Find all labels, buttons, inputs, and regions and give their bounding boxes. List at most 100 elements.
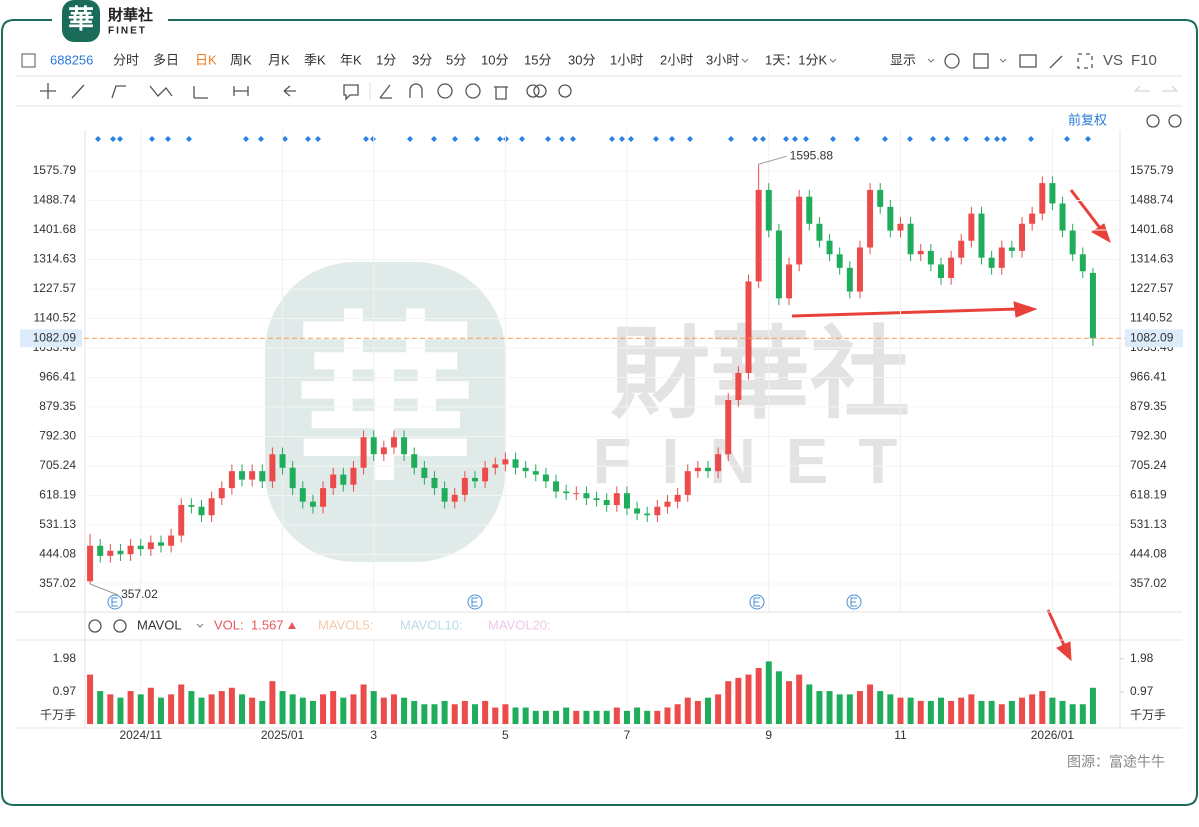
move-icon[interactable] xyxy=(40,83,56,99)
legend-close[interactable] xyxy=(113,619,127,633)
y-tick-label-right: 705.24 xyxy=(1130,458,1167,472)
candle-body xyxy=(937,264,944,279)
period-tab[interactable]: 30分 xyxy=(568,52,595,67)
candle-body xyxy=(97,545,104,556)
candle-body xyxy=(269,454,276,482)
watermark-sub: FINET xyxy=(593,425,928,497)
compare-icon[interactable] xyxy=(526,84,540,98)
volume-bar xyxy=(786,681,793,724)
y-tick-label: 1575.79 xyxy=(33,163,77,177)
candle-body xyxy=(755,189,762,282)
arrow xyxy=(791,307,1019,318)
volume-bar xyxy=(856,691,863,724)
period-tab[interactable]: 2小时 xyxy=(660,52,693,67)
channel-tool[interactable] xyxy=(111,85,126,99)
fullscreen-icon[interactable] xyxy=(1077,53,1093,69)
period-tab[interactable]: 周K xyxy=(230,52,252,67)
event-marker xyxy=(669,136,675,142)
volume-bar xyxy=(360,684,367,724)
camera-icon[interactable] xyxy=(1019,54,1037,68)
event-marker xyxy=(728,136,734,142)
volume-bar xyxy=(1079,704,1086,724)
y-tick-label-right: 1401.68 xyxy=(1130,222,1174,236)
redo[interactable] xyxy=(1162,85,1178,92)
candle-body xyxy=(279,454,286,468)
source: 图源：富途牛牛 xyxy=(1067,754,1165,770)
volume-bar xyxy=(715,694,722,724)
candle-body xyxy=(431,477,438,489)
event-marker xyxy=(830,136,836,142)
display[interactable]: 显示 xyxy=(890,52,916,67)
period-tab[interactable]: 5分 xyxy=(446,52,466,67)
settings-icon[interactable] xyxy=(944,53,960,69)
pen-icon[interactable] xyxy=(1049,55,1063,69)
volume-bar xyxy=(704,697,711,724)
adjust[interactable]: 前复权 xyxy=(1068,112,1107,127)
period-tab[interactable]: 日K xyxy=(195,52,217,67)
period-tab[interactable]: 3小时 xyxy=(706,52,739,67)
event-marker xyxy=(407,136,413,142)
period-tab[interactable]: 1分 xyxy=(376,52,396,67)
candle-body xyxy=(1008,247,1015,251)
indicator-name[interactable]: MAVOL xyxy=(137,617,182,632)
volume-bar xyxy=(512,707,519,724)
magnet-tool[interactable] xyxy=(409,83,423,98)
chevron xyxy=(927,58,935,63)
event-marker xyxy=(243,136,249,142)
volume-bar xyxy=(563,707,570,724)
line-tool[interactable] xyxy=(71,84,85,99)
measure-tool[interactable] xyxy=(233,86,249,96)
volume-bar xyxy=(431,704,438,724)
event-marker xyxy=(503,136,509,142)
note-tool[interactable] xyxy=(343,84,359,101)
volume-bar xyxy=(593,710,600,724)
angle-tool[interactable] xyxy=(379,84,392,99)
tool-settings[interactable] xyxy=(558,84,572,98)
vs[interactable]: VS xyxy=(1103,52,1123,69)
undo[interactable] xyxy=(1134,85,1150,92)
volume-bar xyxy=(390,694,397,724)
event-marker xyxy=(570,136,576,142)
period-tab[interactable]: 年K xyxy=(340,52,362,67)
event-marker xyxy=(854,136,860,142)
candle-body xyxy=(796,196,803,265)
f10[interactable]: F10 xyxy=(1131,52,1157,69)
period-tab[interactable]: 1小时 xyxy=(610,52,643,67)
interval[interactable]: 1天：1分K xyxy=(765,52,827,67)
color-icon[interactable] xyxy=(973,53,989,69)
lock-tool[interactable] xyxy=(437,83,453,99)
period-tab[interactable]: 15分 xyxy=(524,52,551,67)
period-tab[interactable]: 3分 xyxy=(412,52,432,67)
period-tab[interactable]: 月K xyxy=(268,52,290,67)
y-tick-label: 531.13 xyxy=(39,517,76,531)
last-price-label-right: 1082.09 xyxy=(1130,330,1174,344)
candle-body xyxy=(927,250,934,265)
delete-tool[interactable] xyxy=(494,86,508,100)
candle-body xyxy=(613,493,620,506)
period-tab[interactable]: 10分 xyxy=(481,52,508,67)
volume-bar xyxy=(755,668,762,724)
volume-bar xyxy=(218,691,225,724)
period-tab[interactable]: 多日 xyxy=(153,52,179,67)
candle-body xyxy=(553,481,560,492)
period-tab[interactable]: 分时 xyxy=(113,52,139,67)
candle-body xyxy=(390,437,397,448)
period-tab[interactable]: 季K xyxy=(304,52,326,67)
legend-settings[interactable] xyxy=(88,619,102,633)
zoom-out[interactable] xyxy=(1146,114,1160,128)
compare-icon[interactable] xyxy=(533,84,547,98)
candle-body xyxy=(472,477,479,482)
candle-body xyxy=(765,189,772,231)
wave-tool[interactable] xyxy=(149,85,173,97)
fib-tool[interactable] xyxy=(193,86,208,99)
arrow-tool[interactable] xyxy=(283,85,296,97)
volume-bar xyxy=(492,707,499,724)
event-marker xyxy=(559,136,565,142)
zoom-in[interactable] xyxy=(1168,114,1182,128)
hide-tool[interactable] xyxy=(465,83,481,99)
event-marker xyxy=(984,136,990,142)
candle-body xyxy=(147,542,154,550)
candle-body xyxy=(1079,254,1086,272)
panel-icon[interactable] xyxy=(21,53,36,68)
volume-bar xyxy=(208,694,215,724)
